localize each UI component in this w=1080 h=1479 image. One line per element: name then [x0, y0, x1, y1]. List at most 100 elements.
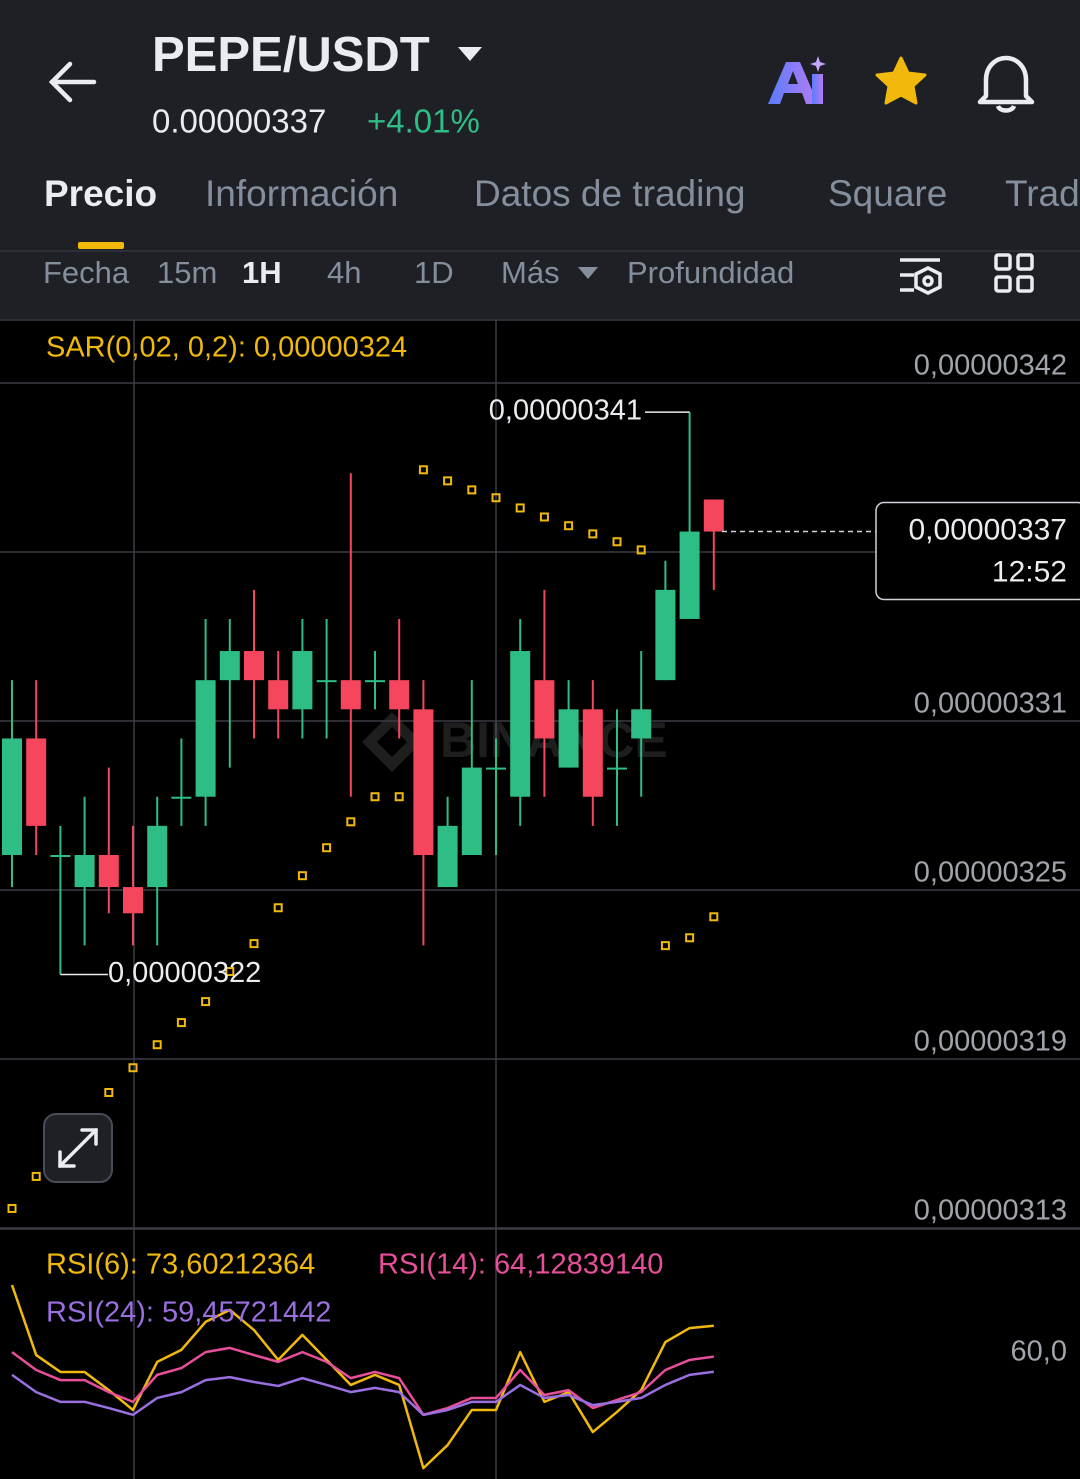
sar-dot — [7, 1203, 17, 1213]
candle-body — [437, 825, 458, 888]
countdown: 12:52 — [992, 555, 1067, 588]
layout-button[interactable] — [994, 253, 1034, 293]
candle-body — [74, 855, 95, 888]
header-bg — [0, 0, 1080, 320]
sar-dot — [564, 521, 574, 531]
sar-dot — [612, 537, 622, 547]
rsi-chart: 60,0 RSI(6): 73,60212364 RSI(14): 64,12839… — [10, 1249, 1067, 1470]
interval[interactable]: 4h — [327, 255, 361, 290]
interval[interactable]: 15m — [157, 255, 217, 290]
sar-dot — [297, 871, 307, 881]
fullscreen-button[interactable] — [43, 1113, 113, 1183]
sar-dot — [660, 941, 670, 951]
sar-dot — [394, 792, 404, 802]
rsi-legend: RSI(14): 64,12839140 — [378, 1249, 663, 1281]
symbol[interactable]: PEPE/USDT — [152, 28, 430, 82]
rsi-legend: RSI(6): 73,60212364 — [46, 1249, 315, 1281]
interval[interactable]: 1D — [414, 255, 454, 290]
y-tick-label: 0,00000325 — [914, 857, 1067, 889]
candle-body — [26, 738, 47, 826]
interval[interactable]: 1H — [242, 255, 282, 290]
candle-body — [2, 738, 22, 856]
rsi-legend: RSI(24): 59,45721442 — [46, 1297, 331, 1329]
candle-body — [195, 680, 216, 797]
candle-body — [461, 767, 482, 856]
low-marker-label: 0,00000322 — [108, 957, 261, 989]
indicator-settings-button[interactable] — [900, 258, 942, 295]
tabs: Precio Información Datos de trading Square T… — [44, 173, 1080, 214]
candle-body — [292, 651, 313, 710]
sar-dot — [346, 817, 356, 827]
active-tab-indicator — [78, 242, 124, 249]
y-tick-label: 0,00000342 — [914, 350, 1067, 382]
ai-button[interactable] — [768, 56, 826, 104]
last-price-label: 0,00000337 — [909, 513, 1068, 546]
alert-button[interactable] — [977, 55, 1035, 113]
sar-dot — [418, 465, 428, 475]
candle-body — [244, 651, 264, 681]
sar-dot — [370, 792, 380, 802]
candle-body — [534, 680, 555, 739]
high-marker-label: 0,00000341 — [489, 395, 642, 427]
candle-body — [655, 589, 676, 681]
sar-dot — [588, 529, 598, 539]
back-button[interactable] — [48, 61, 97, 103]
candle-body — [147, 825, 168, 888]
candle-body — [486, 767, 506, 770]
sar-dot — [709, 912, 719, 922]
sar-dot — [249, 939, 259, 949]
sar-dot — [636, 545, 646, 555]
sar-dot — [539, 512, 549, 522]
candle-body — [219, 651, 240, 681]
candle-body — [558, 709, 579, 768]
candle-body — [50, 855, 71, 858]
tab[interactable]: Square — [828, 173, 947, 214]
interval[interactable]: Profundidad — [627, 255, 794, 290]
sar-dot — [128, 1063, 138, 1073]
candle-body — [316, 680, 337, 683]
candle-body — [365, 680, 385, 683]
last-price: 0.00000337 — [152, 103, 326, 140]
sar-dot — [322, 843, 332, 853]
sar-dot — [31, 1171, 41, 1181]
rsi-tick-label: 60,0 — [1011, 1336, 1067, 1368]
sar-dot — [685, 933, 695, 943]
candle-body — [123, 887, 143, 914]
sar-dot — [201, 997, 211, 1007]
price-chart: 0,00000342 0,00000331 0,00000325 0,00000319… — [0, 350, 1080, 1229]
interval[interactable]: Fecha — [43, 255, 130, 290]
candle-body — [607, 767, 627, 770]
candle-body — [582, 709, 603, 797]
candle-body — [389, 680, 410, 710]
sar-dot — [467, 485, 477, 495]
sar-dot — [443, 476, 453, 486]
candle-body — [171, 796, 192, 799]
rsi-line — [11, 1370, 714, 1417]
sar-dot — [176, 1018, 186, 1028]
interval-bar: Fecha 15m 1H 4h 1D Más Profundidad — [43, 255, 794, 290]
rsi-line — [11, 1346, 714, 1417]
candle-body — [703, 499, 724, 532]
candle-body — [679, 531, 700, 619]
y-tick-label: 0,00000313 — [914, 1195, 1067, 1227]
sar-legend: SAR(0,02, 0,2): 0,00000324 — [46, 332, 407, 364]
tab[interactable]: Trad — [1005, 173, 1080, 214]
sar-dot — [225, 967, 235, 977]
y-tick-label: 0,00000331 — [914, 688, 1067, 720]
candle-body — [340, 680, 361, 710]
tab[interactable]: Datos de trading — [474, 173, 746, 214]
candle-body — [98, 855, 119, 888]
sar-dot — [104, 1087, 114, 1097]
symbol-dropdown[interactable] — [458, 47, 482, 61]
price-change: +4.01% — [367, 103, 480, 140]
sar-dot — [152, 1040, 162, 1050]
y-tick-label: 0,00000319 — [914, 1026, 1067, 1058]
candle-body — [631, 709, 652, 739]
favorite-button[interactable] — [875, 56, 927, 105]
tab[interactable]: Información — [205, 173, 398, 214]
more-dropdown[interactable] — [578, 267, 598, 279]
tab[interactable]: Precio — [44, 173, 157, 214]
rsi-line — [10, 1284, 714, 1470]
interval[interactable]: Más — [501, 255, 560, 290]
